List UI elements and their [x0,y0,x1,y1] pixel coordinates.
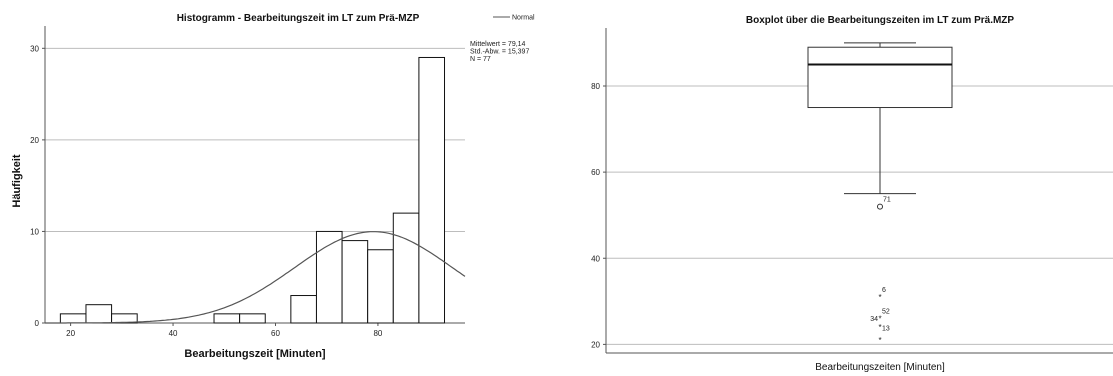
histogram-chart: Histogramm - Bearbeitungszeit im LT zum … [11,13,535,360]
histogram-legend: Normal [493,15,535,22]
boxplot-extreme-marker: * [878,323,881,332]
boxplot-x-axis-title: Bearbeitungszeiten [Minuten] [815,362,945,373]
boxplot-box [807,46,953,109]
histogram-bar [239,313,266,324]
histogram-bar [290,295,317,324]
boxplot-y-ticks: 20 40 60 80 [591,82,606,349]
boxplot-y-tick-label: 80 [591,82,600,91]
boxplot-extreme-label: 13 [882,326,890,333]
boxplot-extreme-marker: * [878,336,881,345]
histogram-x-tick-label: 20 [66,329,75,338]
histogram-x-tick-label: 80 [373,329,382,338]
histogram-stat-line: N = 77 [470,56,491,63]
histogram-bar [341,240,369,324]
histogram-x-axis-title: Bearbeitungszeit [Minuten] [184,348,326,360]
histogram-bar [213,313,241,324]
boxplot-title: Boxplot über die Bearbeitungszeiten im L… [746,15,1015,26]
histogram-y-tick-label: 0 [35,319,40,328]
legend-normal-label: Normal [512,15,535,22]
histogram-y-axis-title: Häufigkeit [11,154,23,208]
histogram-x-ticks: 20 40 60 80 [66,323,383,338]
histogram-stat-line: Std.-Abw. = 15,397 [470,49,529,56]
histogram-bar [315,230,343,324]
boxplot-outliers: 71 [877,197,891,210]
boxplot-y-tick-label: 20 [591,340,600,349]
histogram-y-tick-label: 20 [30,136,39,145]
histogram-bar [367,249,394,324]
boxplot-outlier-label: 71 [883,197,891,204]
histogram-title: Histogramm - Bearbeitungszeit im LT zum … [177,13,420,24]
histogram-bar [392,212,420,324]
boxplot-extreme-label: 52 [882,309,890,316]
histogram-bar [418,56,446,324]
histogram-x-tick-label: 40 [169,329,178,338]
boxplot-gridlines [606,85,1113,345]
histogram-bar [59,313,87,324]
boxplot-outlier-marker [877,203,883,210]
boxplot-extreme-label: 34 [870,316,878,323]
boxplot-y-tick-label: 40 [591,254,600,263]
boxplot-y-tick-label: 60 [591,168,600,177]
histogram-normal-curve [45,231,466,324]
histogram-bar [85,304,113,324]
histogram-bars [59,56,446,324]
boxplot-extreme-marker: * [878,293,881,302]
boxplot-extreme-label: 6 [882,287,886,294]
histogram-gridlines [45,47,465,232]
histogram-y-tick-label: 30 [30,44,39,53]
histogram-y-tick-label: 10 [30,227,39,236]
boxplot-extreme-marker: * [878,315,881,324]
histogram-stat-line: Mittelwert = 79,14 [470,41,526,48]
histogram-x-tick-label: 60 [271,329,280,338]
boxplot-chart: Boxplot über die Bearbeitungszeiten im L… [591,15,1113,373]
histogram-y-ticks: 0 10 20 30 [30,44,45,328]
